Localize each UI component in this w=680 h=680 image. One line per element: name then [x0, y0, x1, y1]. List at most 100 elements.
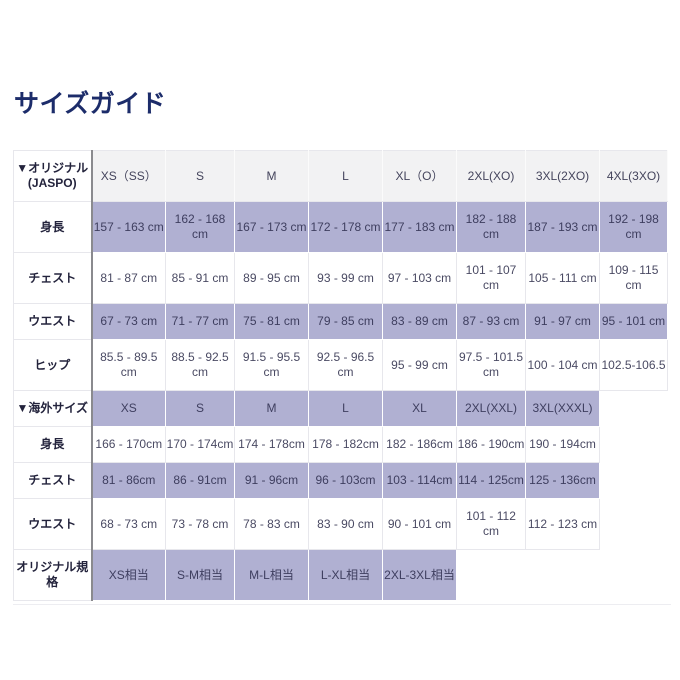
empty-cell: [599, 426, 668, 463]
size-value-cell: 92.5 - 96.5 cm: [308, 339, 383, 391]
size-value-cell: 190 - 194cm: [525, 426, 600, 463]
size-value-cell: 174 - 178cm: [234, 426, 309, 463]
size-value-cell: 112 - 123 cm: [525, 498, 600, 550]
size-value-cell: 83 - 90 cm: [308, 498, 383, 550]
size-value-cell: 105 - 111 cm: [525, 252, 600, 304]
empty-cell: [599, 390, 668, 427]
row-label-height-1: 身長: [13, 201, 93, 253]
size-value-cell: L: [308, 390, 383, 427]
size-value-cell: 91.5 - 95.5 cm: [234, 339, 309, 391]
table-row: チェスト 81 - 87 cm 85 - 91 cm 89 - 95 cm 93…: [13, 252, 668, 304]
page-title: サイズガイド: [14, 90, 167, 118]
size-value-cell: 125 - 136cm: [525, 462, 600, 499]
size-value-cell: 81 - 87 cm: [91, 252, 166, 304]
size-value-cell: 93 - 99 cm: [308, 252, 383, 304]
size-value-cell: 95 - 101 cm: [599, 303, 668, 340]
table-row: ▼海外サイズ XS S M L XL 2XL(XXL) 3XL(XXXL): [13, 390, 668, 427]
empty-cell: [599, 498, 668, 550]
size-value-cell: S: [165, 390, 235, 427]
size-value-cell: 95 - 99 cm: [382, 339, 457, 391]
size-value-cell: 177 - 183 cm: [382, 201, 457, 253]
size-value-cell: 102.5-106.5: [599, 339, 668, 391]
empty-cell: [456, 549, 668, 601]
size-value-cell: 166 - 170cm: [91, 426, 166, 463]
size-value-cell: XL: [382, 390, 457, 427]
row-label-height-2: 身長: [13, 426, 93, 463]
table-row: 身長 157 - 163 cm 162 - 168 cm 167 - 173 c…: [13, 201, 668, 253]
row-label-hip: ヒップ: [13, 339, 93, 391]
size-header-2xl-xo: 2XL(XO): [456, 150, 526, 202]
size-value-cell: 67 - 73 cm: [91, 303, 166, 340]
table-row: 身長 166 - 170cm 170 - 174cm 174 - 178cm 1…: [13, 426, 668, 463]
size-value-cell: 88.5 - 92.5 cm: [165, 339, 235, 391]
row-label-waist-1: ウエスト: [13, 303, 93, 340]
size-header-xl-o: XL（O）: [382, 150, 457, 202]
size-value-cell: 90 - 101 cm: [382, 498, 457, 550]
size-value-cell: 162 - 168 cm: [165, 201, 235, 253]
size-header-s: S: [165, 150, 235, 202]
size-value-cell: 91 - 97 cm: [525, 303, 600, 340]
row-label-overseas-size: ▼海外サイズ: [13, 390, 93, 427]
table-row: ウエスト 68 - 73 cm 73 - 78 cm 78 - 83 cm 83…: [13, 498, 668, 550]
size-guide-section: ▼オリジナル(JASPO) XS（SS） S M L XL（O） 2XL(XO)…: [13, 150, 671, 605]
size-value-cell: 182 - 188 cm: [456, 201, 526, 253]
table-row: ウエスト 67 - 73 cm 71 - 77 cm 75 - 81 cm 79…: [13, 303, 668, 340]
size-value-cell: 71 - 77 cm: [165, 303, 235, 340]
size-value-cell: 91 - 96cm: [234, 462, 309, 499]
size-value-cell: 78 - 83 cm: [234, 498, 309, 550]
table-row: チェスト 81 - 86cm 86 - 91cm 91 - 96cm 96 - …: [13, 462, 668, 499]
size-value-cell: L-XL相当: [308, 549, 383, 601]
size-header-m: M: [234, 150, 309, 202]
size-value-cell: 68 - 73 cm: [91, 498, 166, 550]
size-value-cell: 81 - 86cm: [91, 462, 166, 499]
size-value-cell: 101 - 107 cm: [456, 252, 526, 304]
size-value-cell: 114 - 125cm: [456, 462, 526, 499]
row-label-chest-1: チェスト: [13, 252, 93, 304]
size-value-cell: 2XL(XXL): [456, 390, 526, 427]
size-value-cell: 167 - 173 cm: [234, 201, 309, 253]
size-header-xs-ss: XS（SS）: [91, 150, 166, 202]
table-row: ▼オリジナル(JASPO) XS（SS） S M L XL（O） 2XL(XO)…: [13, 150, 668, 202]
size-value-cell: XS相当: [91, 549, 166, 601]
row-label-chest-2: チェスト: [13, 462, 93, 499]
size-value-cell: 178 - 182cm: [308, 426, 383, 463]
size-value-cell: 83 - 89 cm: [382, 303, 457, 340]
size-value-cell: M: [234, 390, 309, 427]
size-header-3xl-2xo: 3XL(2XO): [525, 150, 600, 202]
size-value-cell: 86 - 91cm: [165, 462, 235, 499]
size-value-cell: 101 - 112 cm: [456, 498, 526, 550]
size-value-cell: M-L相当: [234, 549, 309, 601]
row-label-original-jaspo: ▼オリジナル(JASPO): [13, 150, 93, 202]
table-row: オリジナル規格 XS相当 S-M相当 M-L相当 L-XL相当 2XL-3XL相…: [13, 549, 668, 601]
size-value-cell: XS: [91, 390, 166, 427]
empty-cell: [599, 462, 668, 499]
size-value-cell: 85.5 - 89.5 cm: [91, 339, 166, 391]
size-table: ▼オリジナル(JASPO) XS（SS） S M L XL（O） 2XL(XO)…: [13, 150, 668, 601]
row-label-original-standard: オリジナル規格: [13, 549, 93, 601]
size-value-cell: 85 - 91 cm: [165, 252, 235, 304]
size-value-cell: S-M相当: [165, 549, 235, 601]
size-value-cell: 186 - 190cm: [456, 426, 526, 463]
size-header-4xl-3xo: 4XL(3XO): [599, 150, 668, 202]
size-value-cell: 157 - 163 cm: [91, 201, 166, 253]
size-value-cell: 100 - 104 cm: [525, 339, 600, 391]
size-value-cell: 170 - 174cm: [165, 426, 235, 463]
size-value-cell: 73 - 78 cm: [165, 498, 235, 550]
size-value-cell: 2XL-3XL相当: [382, 549, 457, 601]
size-value-cell: 96 - 103cm: [308, 462, 383, 499]
size-value-cell: 103 - 114cm: [382, 462, 457, 499]
size-value-cell: 172 - 178 cm: [308, 201, 383, 253]
size-value-cell: 187 - 193 cm: [525, 201, 600, 253]
size-value-cell: 97.5 - 101.5 cm: [456, 339, 526, 391]
size-value-cell: 87 - 93 cm: [456, 303, 526, 340]
size-value-cell: 192 - 198 cm: [599, 201, 668, 253]
size-value-cell: 3XL(XXXL): [525, 390, 600, 427]
size-value-cell: 109 - 115 cm: [599, 252, 668, 304]
size-value-cell: 89 - 95 cm: [234, 252, 309, 304]
size-value-cell: 182 - 186cm: [382, 426, 457, 463]
size-value-cell: 75 - 81 cm: [234, 303, 309, 340]
row-label-waist-2: ウエスト: [13, 498, 93, 550]
size-header-l: L: [308, 150, 383, 202]
table-row: ヒップ 85.5 - 89.5 cm 88.5 - 92.5 cm 91.5 -…: [13, 339, 668, 391]
size-value-cell: 97 - 103 cm: [382, 252, 457, 304]
